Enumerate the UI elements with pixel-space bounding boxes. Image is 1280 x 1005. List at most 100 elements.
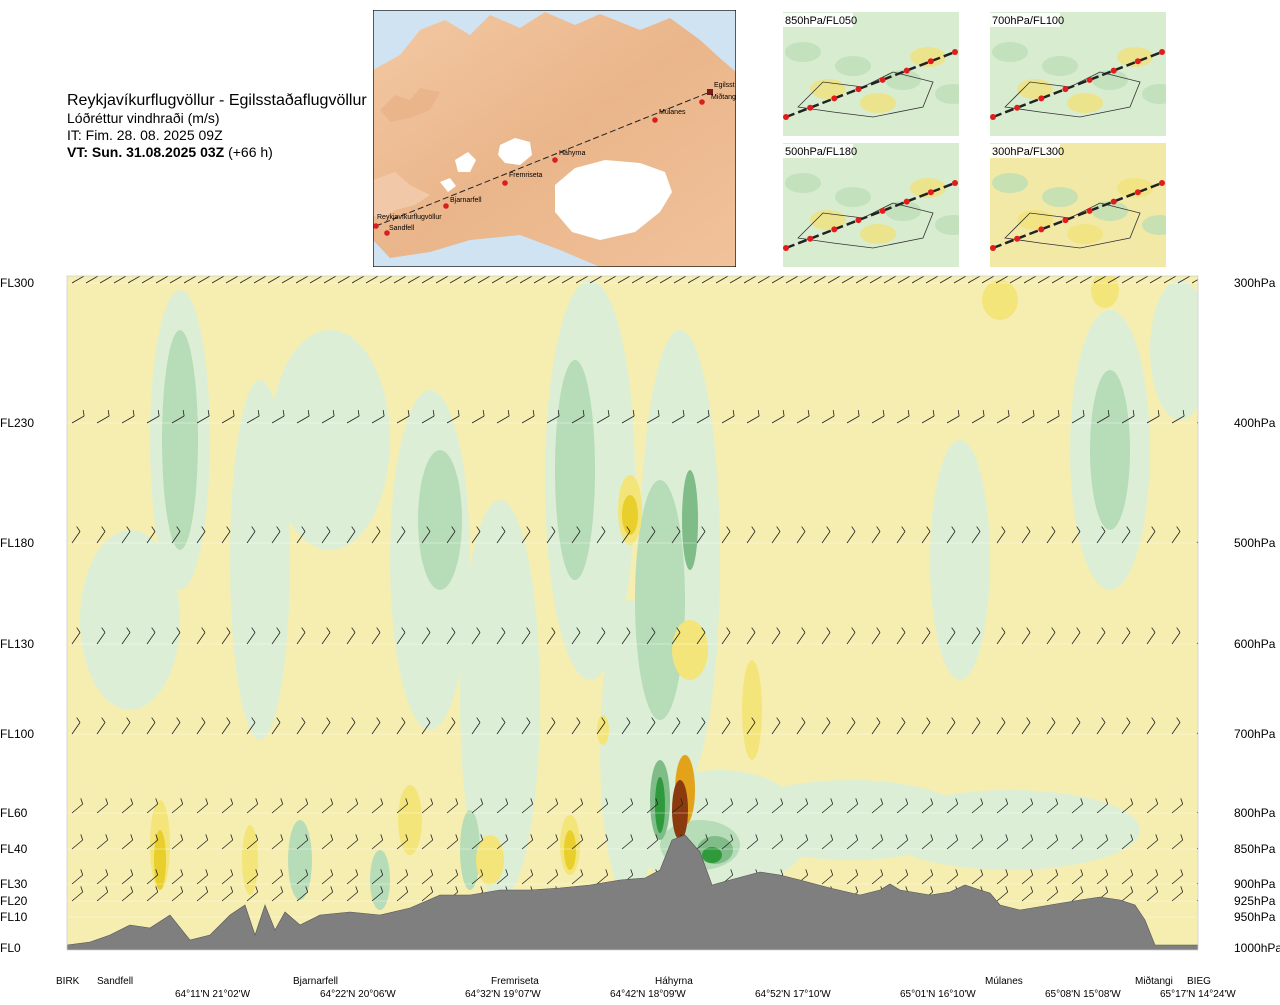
route-point bbox=[652, 117, 658, 123]
wind-barb bbox=[71, 834, 84, 850]
wind-barb bbox=[896, 410, 910, 424]
wind-barb bbox=[1121, 869, 1134, 885]
wind-barb bbox=[446, 717, 456, 735]
route-point bbox=[1062, 86, 1069, 93]
right-axis-label: 800hPa bbox=[1234, 806, 1276, 820]
wind-barb bbox=[971, 834, 984, 850]
contour-region bbox=[370, 850, 390, 910]
wind-barb bbox=[321, 869, 334, 885]
route-point bbox=[990, 114, 996, 120]
wind-barb bbox=[1121, 526, 1131, 544]
contour-region bbox=[742, 660, 762, 760]
wind-barb bbox=[1196, 421, 1198, 424]
wind-barb bbox=[127, 276, 141, 284]
wind-barb bbox=[371, 834, 384, 850]
wind-barb bbox=[396, 526, 406, 544]
wind-barb bbox=[71, 886, 84, 902]
wind-barb bbox=[421, 717, 431, 735]
wind-barb bbox=[696, 410, 710, 424]
wind-barb bbox=[671, 627, 681, 645]
wind-barb bbox=[521, 834, 534, 850]
contour-region bbox=[476, 835, 504, 885]
wind-barb bbox=[671, 717, 681, 735]
wind-barb bbox=[533, 276, 547, 284]
wind-barb bbox=[1171, 886, 1184, 902]
wind-barb bbox=[196, 627, 206, 645]
wind-barb bbox=[71, 717, 81, 735]
wind-barb bbox=[546, 526, 556, 544]
wind-barbs bbox=[71, 276, 1198, 902]
wind-barb bbox=[521, 869, 534, 885]
left-axis-label: FL20 bbox=[0, 894, 28, 908]
wind-barb bbox=[96, 798, 109, 814]
wind-barb bbox=[996, 717, 1006, 735]
route-point bbox=[783, 114, 789, 120]
left-axis-label: FL30 bbox=[0, 877, 28, 891]
wind-barb bbox=[746, 717, 756, 735]
wind-barb bbox=[946, 410, 960, 424]
level-map-label: 500hPa/FL180 bbox=[785, 146, 857, 158]
wind-barb bbox=[225, 276, 239, 284]
wind-barb bbox=[321, 834, 334, 850]
wind-barb bbox=[596, 627, 606, 645]
wind-barb bbox=[171, 834, 184, 850]
wind-barb bbox=[146, 886, 159, 902]
wind-barb bbox=[746, 410, 760, 424]
valid-time: VT: Sun. 31.08.2025 03Z (+66 h) bbox=[67, 144, 367, 161]
waypoint-axis: BIRK Sandfell Bjarnarfell Fremriseta Háhyrna… bbox=[56, 975, 1236, 1000]
wind-barb bbox=[996, 834, 1009, 850]
right-axis-label: 500hPa bbox=[1234, 536, 1276, 550]
wind-barb bbox=[953, 276, 967, 284]
wind-barb bbox=[371, 526, 381, 544]
wind-barb bbox=[1121, 276, 1135, 284]
wind-barb bbox=[621, 834, 634, 850]
wind-barb bbox=[1096, 627, 1106, 645]
wind-barb bbox=[546, 717, 556, 735]
route-point bbox=[373, 223, 379, 229]
contour-region bbox=[154, 830, 166, 890]
wind-barb bbox=[1121, 627, 1131, 645]
route-point bbox=[1014, 104, 1021, 111]
level-map-label: 700hPa/FL100 bbox=[992, 15, 1064, 27]
wind-barb bbox=[896, 869, 909, 885]
right-axis-label: 600hPa bbox=[1234, 637, 1276, 651]
right-axis-label: 700hPa bbox=[1234, 727, 1276, 741]
wind-barb bbox=[925, 276, 939, 284]
route-point bbox=[807, 235, 814, 242]
issue-time: IT: Fim. 28. 08. 2025 09Z bbox=[67, 127, 223, 143]
wind-barb bbox=[505, 276, 519, 284]
wind-barb bbox=[1135, 276, 1149, 284]
wind-barb bbox=[321, 886, 334, 902]
wind-barb bbox=[921, 834, 934, 850]
right-axis-label: 400hPa bbox=[1234, 416, 1276, 430]
right-axis-label: 900hPa bbox=[1234, 877, 1276, 891]
wind-barb bbox=[796, 410, 810, 424]
wind-barb bbox=[521, 410, 535, 424]
wind-barb bbox=[321, 526, 331, 544]
wind-barb bbox=[721, 798, 734, 814]
wind-barb bbox=[846, 869, 859, 885]
wind-barb bbox=[421, 834, 434, 850]
wind-barb bbox=[546, 834, 559, 850]
wind-barb bbox=[471, 834, 484, 850]
wind-barb bbox=[1171, 410, 1185, 424]
wind-barb bbox=[271, 410, 285, 424]
wind-barb bbox=[659, 276, 673, 284]
wind-barb bbox=[596, 834, 609, 850]
contour-region bbox=[672, 780, 688, 840]
wind-barb bbox=[196, 834, 209, 850]
contour-region bbox=[880, 790, 1140, 870]
wind-barb bbox=[246, 526, 256, 544]
wind-barb bbox=[371, 886, 384, 902]
coordinate-label: 65°08'N 15°08'W bbox=[1045, 989, 1121, 1000]
contour-region bbox=[1150, 280, 1198, 420]
wind-barb bbox=[897, 276, 911, 284]
wind-barb bbox=[1021, 526, 1031, 544]
wind-barb bbox=[146, 869, 159, 885]
wind-barb bbox=[646, 627, 656, 645]
wind-barb bbox=[337, 276, 351, 284]
wind-barb bbox=[1196, 811, 1198, 814]
wind-barb bbox=[1177, 276, 1191, 284]
wind-barb bbox=[296, 717, 306, 735]
contour-region bbox=[622, 495, 638, 535]
